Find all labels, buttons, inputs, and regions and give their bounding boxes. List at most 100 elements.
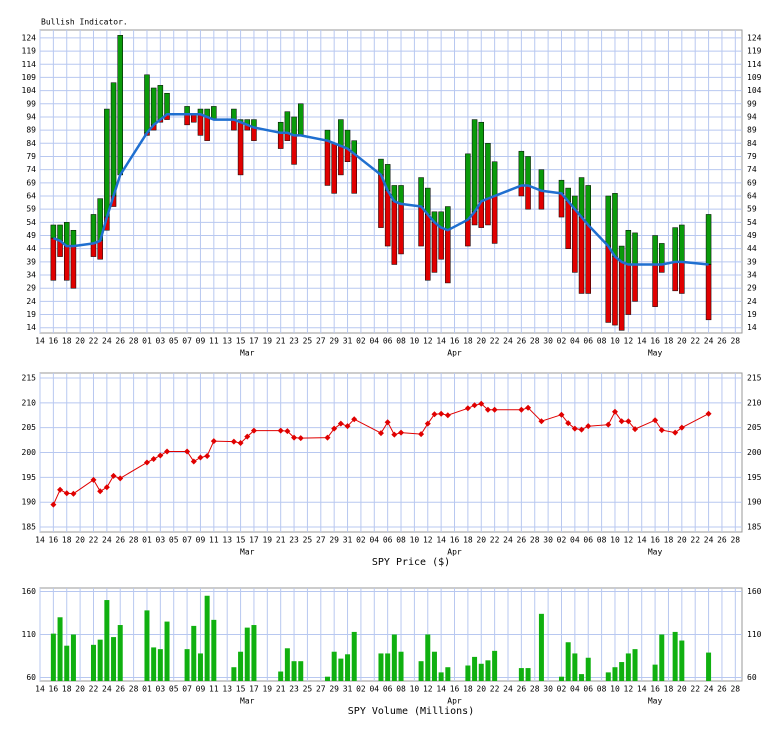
volume-bar [538, 613, 544, 681]
bullish-bar [398, 185, 404, 205]
x-tick-label: 11 [209, 337, 219, 346]
price-marker [284, 428, 291, 435]
x-tick-label: 27 [316, 337, 326, 346]
x-tick-label: 24 [503, 536, 513, 545]
x-tick-label: 23 [289, 685, 299, 694]
x-tick-label: 18 [664, 337, 674, 346]
y-tick-label: 69 [26, 178, 36, 187]
bullish-bar [418, 177, 424, 207]
bullish-bar [632, 232, 638, 265]
price-marker [678, 424, 685, 431]
volume-bar [191, 625, 197, 681]
x-tick-label: 14 [436, 536, 446, 545]
y-tick-label: 104 [22, 86, 37, 95]
x-tick-label: 08 [396, 685, 406, 694]
price-marker [491, 406, 498, 413]
bullish-bar [63, 222, 70, 247]
bearish-bar [445, 229, 451, 284]
x-tick-label: 07 [182, 337, 192, 346]
y-tick-label-right: 200 [747, 448, 762, 457]
bearish-bar [465, 219, 471, 247]
bullish-bar [231, 108, 237, 120]
x-tick-label: 27 [316, 685, 326, 694]
price-marker [605, 421, 612, 428]
y-tick-label-right: 59 [747, 205, 757, 214]
x-tick-label: 25 [303, 685, 313, 694]
volume-bar [565, 642, 571, 681]
bullish-bar [605, 195, 612, 247]
y-tick-label: 49 [26, 231, 36, 240]
y-tick-label: 74 [26, 165, 36, 174]
y-tick-label-right: 109 [747, 73, 762, 82]
volume-bar [144, 610, 150, 681]
x-axis-title: SPY Volume (Millions) [348, 706, 474, 717]
bearish-bar [425, 214, 431, 281]
price-marker [438, 410, 445, 417]
x-tick-label: 26 [115, 685, 125, 694]
x-tick-label: 26 [517, 337, 527, 346]
volume-bar [478, 663, 484, 681]
price-marker [464, 405, 471, 412]
x-tick-label: 08 [396, 337, 406, 346]
volume-bar [612, 667, 618, 681]
x-tick-label: 02 [557, 536, 567, 545]
x-tick-label: 10 [610, 685, 620, 694]
price-marker [672, 429, 679, 436]
x-tick-label: 30 [543, 536, 553, 545]
x-tick-label: 09 [196, 536, 206, 545]
bearish-bar [351, 153, 357, 194]
bearish-bar [672, 261, 678, 292]
y-tick-label: 195 [22, 473, 37, 482]
month-label: Mar [240, 548, 255, 557]
y-tick-label: 64 [26, 191, 36, 200]
x-tick-label: 10 [610, 536, 620, 545]
y-tick-label: 60 [26, 673, 36, 682]
x-tick-label: 24 [102, 536, 112, 545]
bullish-bar [478, 121, 485, 202]
price-marker [110, 472, 117, 479]
x-tick-label: 23 [289, 536, 299, 545]
x-tick-label: 12 [624, 685, 634, 694]
price-marker [558, 411, 565, 418]
bullish-bar [344, 129, 351, 149]
y-tick-label-right: 54 [747, 218, 757, 227]
x-tick-label: 03 [156, 337, 166, 346]
bullish-bar [291, 116, 297, 136]
price-marker [331, 425, 338, 432]
bullish-bar [57, 224, 63, 242]
x-tick-label: 13 [222, 685, 232, 694]
bearish-bar [378, 174, 384, 228]
bearish-bar [324, 140, 331, 186]
bearish-bar [538, 190, 545, 210]
x-tick-label: 24 [704, 337, 714, 346]
bearish-bar [491, 195, 498, 244]
x-tick-label: 20 [677, 685, 687, 694]
bullish-bar [284, 111, 291, 134]
month-label: Mar [240, 349, 255, 358]
price-marker [184, 448, 191, 455]
y-tick-label: 114 [22, 60, 37, 69]
x-tick-label: 16 [49, 337, 59, 346]
x-tick-label: 04 [570, 337, 580, 346]
x-tick-label: 30 [543, 337, 553, 346]
y-tick-label: 59 [26, 205, 36, 214]
bearish-bar [398, 203, 404, 255]
x-tick-label: 02 [557, 337, 567, 346]
x-tick-label: 20 [476, 685, 486, 694]
x-tick-label: 15 [236, 337, 246, 346]
bearish-bar [632, 264, 638, 302]
price-marker [204, 452, 211, 459]
x-tick-label: 08 [396, 536, 406, 545]
x-tick-label: 10 [610, 337, 620, 346]
price-marker [164, 448, 171, 455]
price-marker [50, 501, 57, 508]
y-tick-label: 19 [26, 310, 36, 319]
x-tick-label: 04 [369, 337, 379, 346]
x-axis-title: SPY Price ($) [372, 557, 450, 568]
x-tick-label: 20 [677, 337, 687, 346]
x-tick-label: 18 [664, 685, 674, 694]
price-marker [90, 476, 97, 483]
volume-bar [492, 650, 498, 681]
x-tick-label: 06 [383, 536, 393, 545]
y-tick-label-right: 24 [747, 297, 757, 306]
